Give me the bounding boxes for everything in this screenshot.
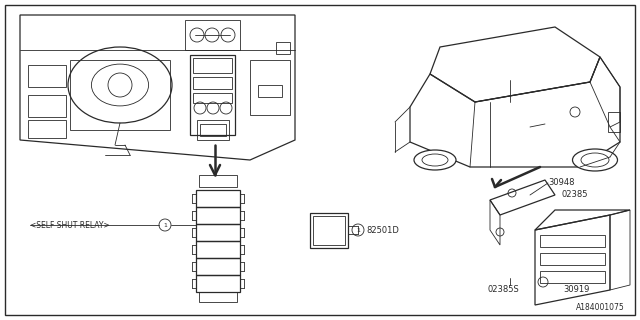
- Bar: [193, 93, 232, 103]
- Bar: [540, 271, 605, 283]
- Text: 02385: 02385: [562, 190, 589, 199]
- Bar: [196, 275, 240, 292]
- Bar: [540, 253, 605, 265]
- Bar: [313, 216, 345, 245]
- Bar: [193, 58, 232, 73]
- Bar: [70, 60, 170, 130]
- Text: 30919: 30919: [563, 285, 589, 294]
- Bar: [276, 42, 290, 54]
- Text: A184001075: A184001075: [576, 303, 625, 312]
- Bar: [28, 65, 66, 87]
- Bar: [608, 112, 620, 132]
- Ellipse shape: [573, 149, 618, 171]
- Text: 1: 1: [356, 228, 360, 233]
- Text: 30948: 30948: [548, 178, 575, 187]
- Bar: [310, 213, 348, 248]
- Bar: [196, 207, 240, 224]
- Bar: [28, 95, 66, 117]
- Text: 02385S: 02385S: [487, 285, 519, 294]
- Bar: [196, 224, 240, 241]
- Bar: [193, 77, 232, 89]
- Text: 82501D: 82501D: [366, 226, 399, 235]
- Bar: [200, 124, 226, 136]
- Bar: [258, 85, 282, 97]
- Bar: [199, 292, 237, 302]
- Bar: [28, 120, 66, 138]
- Bar: [196, 258, 240, 275]
- Bar: [196, 241, 240, 258]
- Text: 1: 1: [163, 222, 167, 228]
- Text: <SELF SHUT RELAY>: <SELF SHUT RELAY>: [30, 220, 109, 229]
- Ellipse shape: [414, 150, 456, 170]
- Bar: [540, 235, 605, 247]
- Bar: [197, 120, 229, 140]
- Bar: [196, 190, 240, 207]
- Bar: [190, 55, 235, 135]
- Bar: [199, 175, 237, 187]
- Bar: [185, 20, 240, 50]
- Bar: [250, 60, 290, 115]
